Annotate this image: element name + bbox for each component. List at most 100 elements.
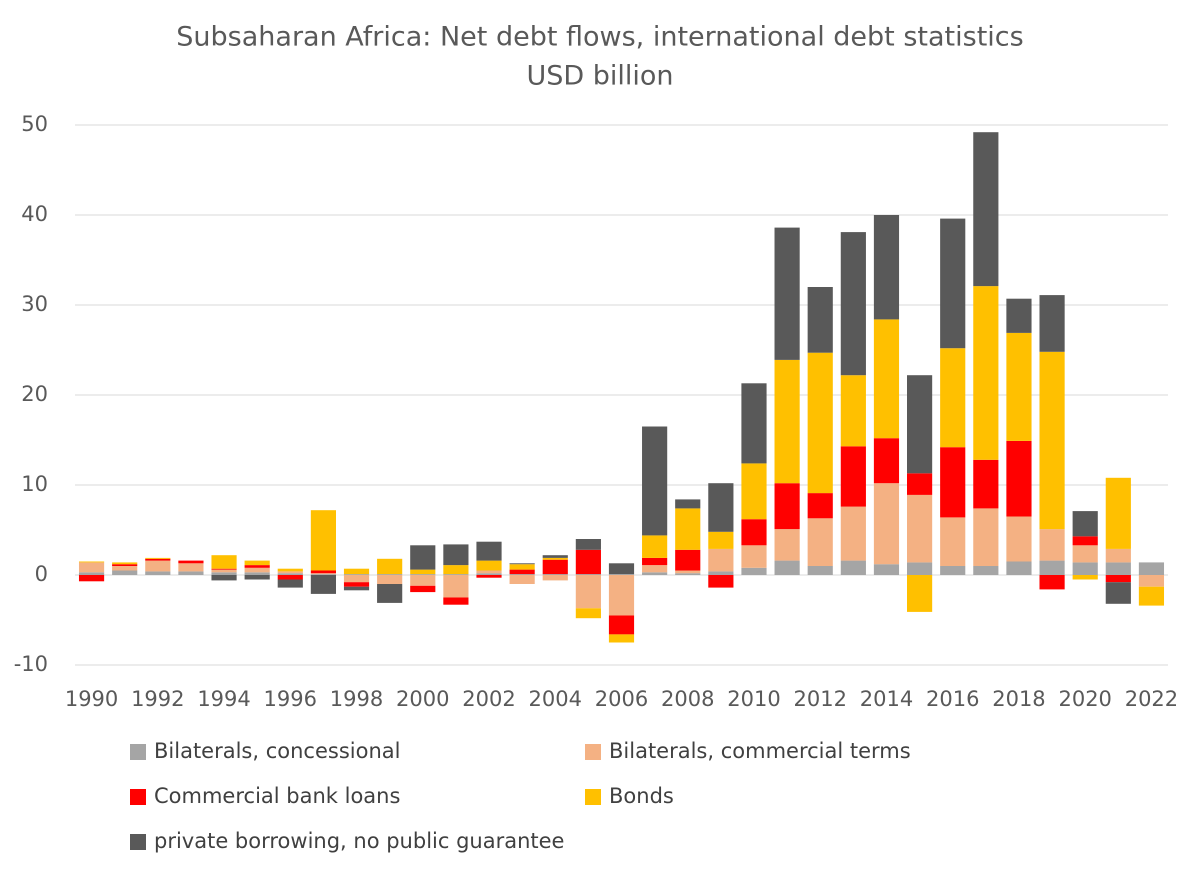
bar-segment xyxy=(1006,298,1032,333)
bar-segment xyxy=(675,549,701,571)
bar-segment xyxy=(608,634,635,643)
bar-segment xyxy=(145,560,171,572)
bar-segment xyxy=(443,597,469,605)
bar-segment xyxy=(343,582,370,587)
bar-segment xyxy=(277,579,303,588)
bar-segment xyxy=(410,569,436,575)
bar-segment xyxy=(277,575,303,580)
x-tick-label: 2020 xyxy=(1058,687,1111,711)
bar-segment xyxy=(443,544,469,566)
bar-segment xyxy=(277,571,303,574)
bar-segment xyxy=(78,575,105,582)
bar-segment xyxy=(774,483,800,530)
legend-label: Bilaterals, concessional xyxy=(154,739,400,763)
bar-segment xyxy=(244,560,270,566)
bar-segment xyxy=(78,561,105,563)
bar-segment xyxy=(145,558,171,561)
x-tick-label: 2010 xyxy=(727,687,780,711)
bar-segment xyxy=(542,559,568,575)
bar-segment xyxy=(343,586,370,591)
bar-segment xyxy=(973,459,999,509)
x-tick-label: 2008 xyxy=(661,687,714,711)
bar-segment xyxy=(211,568,237,570)
bar-segment xyxy=(112,566,138,571)
bar-segment xyxy=(675,570,701,574)
bar-segment xyxy=(178,563,204,572)
x-tick-label: 1998 xyxy=(330,687,383,711)
bar-segment xyxy=(907,494,933,563)
bar-segment xyxy=(211,569,237,573)
bar-segment xyxy=(675,508,701,550)
bar-segment xyxy=(940,517,966,566)
bar-segment xyxy=(1138,575,1165,587)
bar-segment xyxy=(575,549,601,575)
bar-segment xyxy=(509,575,535,584)
bar-segment xyxy=(940,447,966,518)
x-tick-label: 2004 xyxy=(529,687,582,711)
bar-segment xyxy=(410,545,436,570)
bar-segment xyxy=(244,575,270,580)
bar-segment xyxy=(973,566,999,575)
y-tick-label: 0 xyxy=(35,562,48,586)
bar-segment xyxy=(310,574,336,575)
bar-segment xyxy=(509,563,535,565)
bar-segment xyxy=(807,352,833,494)
bar-segment xyxy=(840,232,866,376)
legend-swatch xyxy=(130,744,146,760)
bar-segment xyxy=(343,575,370,583)
bar-segment xyxy=(608,563,635,575)
bar-segment xyxy=(211,555,237,569)
bar-segment xyxy=(873,215,900,320)
legend-label: Commercial bank loans xyxy=(154,784,400,808)
y-tick-label: 30 xyxy=(21,292,48,316)
bar-segment xyxy=(940,348,966,448)
bar-segment xyxy=(542,557,568,560)
bar-segment xyxy=(741,567,767,575)
bar-segment xyxy=(1039,560,1065,575)
bar-segment xyxy=(807,566,833,575)
bar-segment xyxy=(741,545,767,568)
bar-segment xyxy=(907,375,933,474)
bar-segment xyxy=(1072,511,1098,537)
bar-segment xyxy=(476,570,502,574)
bar-segment xyxy=(973,286,999,460)
bar-segment xyxy=(575,575,601,609)
bar-segment xyxy=(277,568,303,572)
bar-segment xyxy=(476,573,502,575)
bar-segment xyxy=(542,574,568,575)
bar-segment xyxy=(509,569,535,575)
bar-segment xyxy=(145,571,171,575)
bar-segment xyxy=(1006,561,1032,575)
bar-segment xyxy=(642,535,668,558)
bar-segment xyxy=(940,218,966,349)
bar-segment xyxy=(873,319,900,439)
bar-segment xyxy=(443,565,469,575)
bar-segment xyxy=(377,574,403,575)
bar-segment xyxy=(377,584,403,603)
bar-segment xyxy=(575,539,601,550)
bar-segment xyxy=(343,574,370,575)
bar-segment xyxy=(608,574,635,575)
bar-segment xyxy=(443,575,469,598)
bar-segment xyxy=(1105,477,1131,549)
bar-segment xyxy=(907,575,933,612)
bar-segment xyxy=(542,555,568,558)
bar-segment xyxy=(807,287,833,353)
bar-segment xyxy=(907,562,933,575)
bar-segment xyxy=(575,574,601,575)
bar-segment xyxy=(575,608,601,619)
bar-segment xyxy=(476,560,502,571)
x-tick-label: 1992 xyxy=(131,687,184,711)
bar-segment xyxy=(774,560,800,575)
bar-segment xyxy=(940,566,966,575)
legend-label: Bilaterals, commercial terms xyxy=(609,739,911,763)
y-tick-label: -10 xyxy=(14,652,48,676)
bar-segment xyxy=(675,573,701,575)
bar-segment xyxy=(1138,586,1165,606)
bar-segment xyxy=(310,570,336,574)
bar-segment xyxy=(1105,582,1131,604)
bar-segment xyxy=(608,615,635,635)
bar-segment xyxy=(1006,332,1032,441)
bar-segment xyxy=(807,518,833,566)
x-tick-label: 2000 xyxy=(396,687,449,711)
